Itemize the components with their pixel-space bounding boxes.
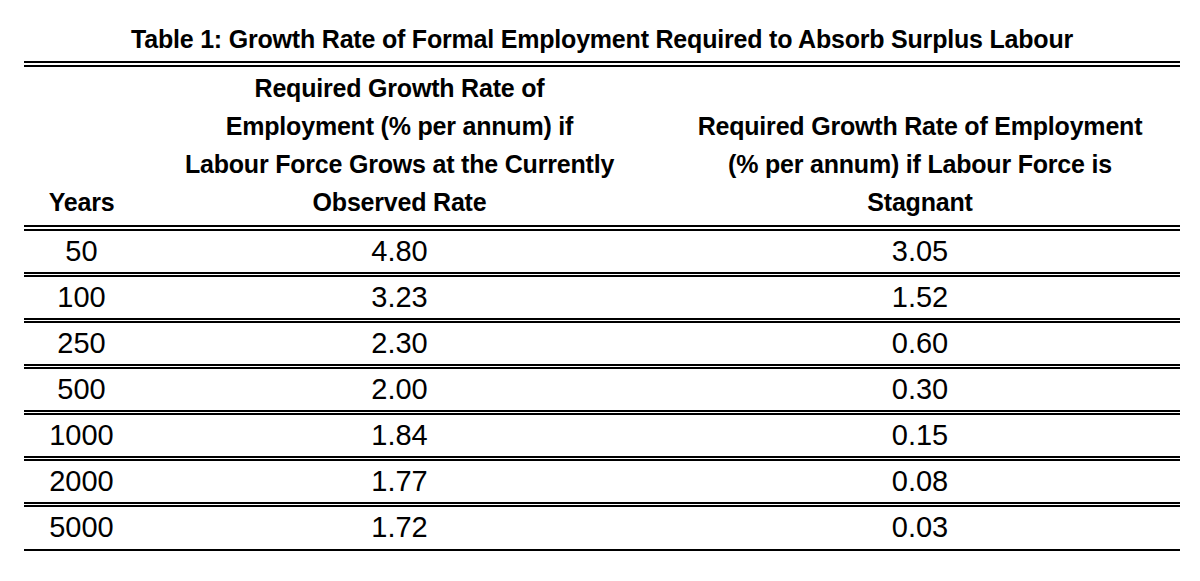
stagnant-cell: 0.60 [660,320,1180,366]
stagnant-cell: 1.52 [660,274,1180,320]
header-line: Years [30,183,133,221]
observed-rate-cell: 1.84 [139,412,660,458]
stagnant-cell: 0.15 [660,412,1180,458]
header-line: Stagnant [666,183,1174,221]
years-cell: 500 [24,366,139,412]
header-line: Labour Force Grows at the Currently [145,145,654,183]
observed-rate-cell: 2.00 [139,366,660,412]
table-row: 5000 1.72 0.03 [24,504,1180,550]
stagnant-cell: 0.08 [660,458,1180,504]
col-header-stagnant: Required Growth Rate of Employment (% pe… [660,67,1180,228]
observed-rate-cell: 3.23 [139,274,660,320]
table-row: 250 2.30 0.60 [24,320,1180,366]
table-row: 50 4.80 3.05 [24,228,1180,274]
header-line: (% per annum) if Labour Force is [666,145,1174,183]
observed-rate-cell: 4.80 [139,228,660,274]
stagnant-cell: 0.30 [660,366,1180,412]
col-header-years: Years [24,67,139,228]
observed-rate-cell: 2.30 [139,320,660,366]
years-cell: 5000 [24,504,139,550]
table-title: Table 1: Growth Rate of Formal Employmen… [24,0,1180,67]
years-cell: 2000 [24,458,139,504]
years-cell: 250 [24,320,139,366]
header-line: Observed Rate [145,183,654,221]
table-1-document: Table 1: Growth Rate of Formal Employmen… [24,0,1180,551]
table-row: 2000 1.77 0.08 [24,458,1180,504]
header-line: Required Growth Rate of Employment [666,107,1174,145]
stagnant-cell: 3.05 [660,228,1180,274]
observed-rate-cell: 1.77 [139,458,660,504]
years-cell: 50 [24,228,139,274]
header-line: Required Growth Rate of [145,69,654,107]
table-row: 1000 1.84 0.15 [24,412,1180,458]
observed-rate-cell: 1.72 [139,504,660,550]
years-cell: 100 [24,274,139,320]
employment-growth-table: Years Required Growth Rate of Employment… [24,67,1180,551]
header-row: Years Required Growth Rate of Employment… [24,67,1180,228]
table-row: 100 3.23 1.52 [24,274,1180,320]
header-line: Employment (% per annum) if [145,107,654,145]
years-cell: 1000 [24,412,139,458]
col-header-observed-rate: Required Growth Rate of Employment (% pe… [139,67,660,228]
table-row: 500 2.00 0.30 [24,366,1180,412]
stagnant-cell: 0.03 [660,504,1180,550]
